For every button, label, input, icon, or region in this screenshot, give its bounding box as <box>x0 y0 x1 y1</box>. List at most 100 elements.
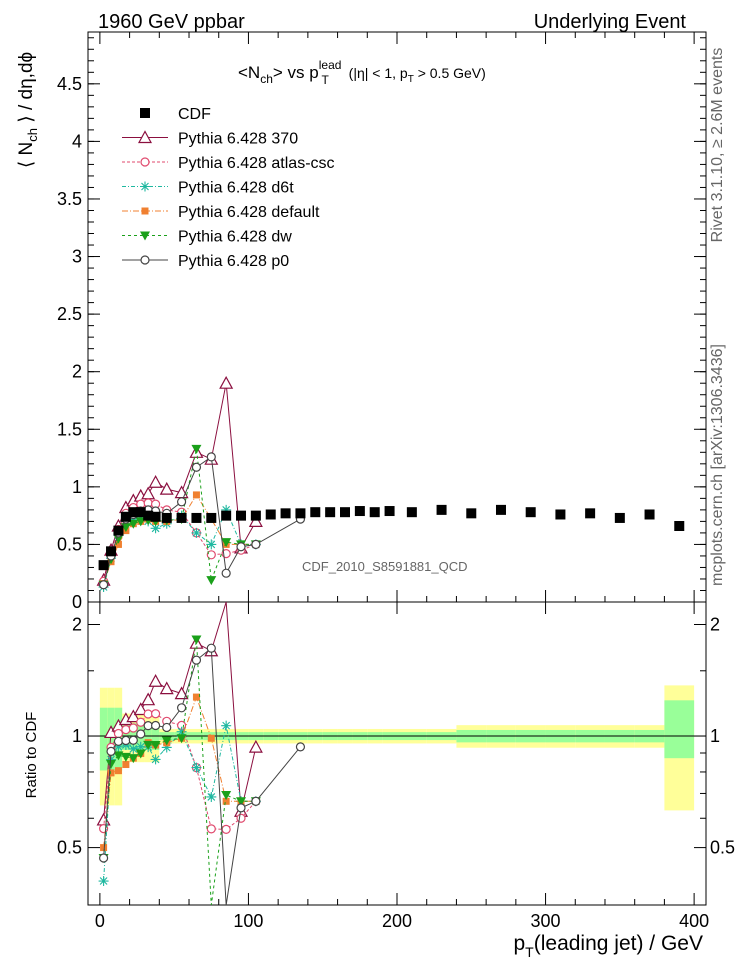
legend-marker <box>140 181 150 192</box>
ratio-tick-label: 2 <box>72 614 82 634</box>
data-point <box>340 507 351 518</box>
data-point <box>206 550 216 560</box>
data-point <box>128 514 139 525</box>
data-point <box>250 510 261 521</box>
ratio-point <box>135 749 146 759</box>
analysis-label: CDF_2010_S8591881_QCD <box>302 559 468 574</box>
data-point <box>248 514 263 527</box>
series-layer <box>96 375 685 593</box>
data-point <box>525 507 536 518</box>
data-point <box>251 539 261 550</box>
data-point <box>191 527 202 538</box>
ratio-point <box>100 844 108 852</box>
ratio-point <box>206 643 216 653</box>
ratio-point <box>236 797 247 807</box>
legend-marker <box>137 130 153 144</box>
data-point <box>436 504 447 515</box>
x-tick-label: 0 <box>95 911 105 931</box>
ratio-tick-label-right: 2 <box>710 614 720 634</box>
ratio-series-pythia-6-428-370 <box>96 601 263 826</box>
data-point <box>135 507 146 518</box>
legend-label: CDF <box>178 106 211 123</box>
data-point <box>280 508 291 519</box>
ratio-point <box>174 686 189 700</box>
ratio-point <box>121 725 131 735</box>
data-point <box>265 509 276 520</box>
ratio-point <box>206 791 217 802</box>
ratio-point <box>191 635 202 645</box>
ratio-point <box>207 734 215 742</box>
series-line <box>103 508 256 588</box>
ratio-stat-band <box>664 700 695 759</box>
legend-item: Pythia 6.428 dw <box>122 229 292 246</box>
data-point <box>495 504 506 515</box>
legend-label: Pythia 6.428 atlas-csc <box>178 155 335 172</box>
header-right: Underlying Event <box>534 11 687 33</box>
ratio-point <box>161 742 172 753</box>
y-tick-label: 1 <box>72 477 82 497</box>
x-tick-label: 200 <box>382 911 412 931</box>
data-point <box>176 497 187 507</box>
data-point <box>466 508 477 519</box>
data-point <box>614 512 625 523</box>
ratio-stat-band <box>144 723 152 750</box>
data-point <box>150 523 161 534</box>
legend-item: Pythia 6.428 370 <box>122 130 298 148</box>
ratio-point <box>206 824 216 834</box>
ratio-point <box>148 674 163 687</box>
data-point <box>148 474 163 488</box>
ratio-point <box>143 740 154 750</box>
data-point <box>221 510 232 521</box>
data-point <box>221 568 231 578</box>
ratio-stat-band <box>99 707 108 771</box>
ratio-series-pythia-6-428-dw <box>98 635 261 906</box>
x-tick-label: 400 <box>679 911 709 931</box>
data-point <box>236 542 246 552</box>
legend-marker <box>140 231 150 241</box>
header-left: 1960 GeV ppbar <box>98 11 245 33</box>
legend-marker <box>141 207 149 215</box>
ratio-point <box>133 702 148 716</box>
ratio-panel-frame <box>87 601 707 906</box>
data-point <box>295 508 306 519</box>
data-point <box>354 506 365 517</box>
ratio-point <box>114 767 122 775</box>
y-tick-label: 2 <box>72 362 82 382</box>
ratio-point <box>126 709 141 723</box>
ratio-point <box>221 790 232 800</box>
legend-label: Pythia 6.428 default <box>178 204 320 221</box>
y-tick-label: 0 <box>72 592 82 612</box>
data-point <box>192 491 200 499</box>
y-axis-label: ⟨ Nch ⟩ / dη,dϕ <box>16 52 40 168</box>
ratio-tick-label-right: 1 <box>710 726 720 746</box>
data-point <box>221 538 232 548</box>
mcplots-label: mcplots.cern.ch [arXiv:1306.3436] <box>709 344 726 586</box>
data-point <box>176 512 187 523</box>
x-axis-ticks: 0 100 200 300 400 <box>95 32 709 931</box>
ratio-tick-label: 0.5 <box>57 838 82 858</box>
ratio-point <box>150 740 161 750</box>
ratio-point <box>136 729 146 739</box>
ratio-point <box>191 762 202 773</box>
ratio-point <box>221 720 232 731</box>
ratio-point <box>162 722 172 733</box>
legend-item: Pythia 6.428 default <box>122 204 320 221</box>
data-point <box>206 539 217 550</box>
ratio-line <box>103 647 301 906</box>
ratio-point <box>141 692 156 706</box>
legend-marker <box>140 157 150 167</box>
legend-marker <box>140 108 150 118</box>
ratio-series-pythia-6-428-p0 <box>98 643 306 906</box>
data-point <box>106 546 117 557</box>
x-tick-label: 100 <box>233 911 263 931</box>
ratio-point <box>128 743 139 754</box>
ratio-axis-ticks: 0.5 0.5 1 1 2 2 <box>57 614 735 857</box>
ratio-point <box>192 693 200 701</box>
ratio-point <box>107 769 115 777</box>
data-point <box>114 540 122 548</box>
data-point <box>120 523 131 533</box>
ratio-stat-band <box>107 707 115 771</box>
ratio-tick-label: 1 <box>72 726 82 746</box>
ratio-stat-band <box>151 723 160 750</box>
ratio-point <box>120 752 131 762</box>
